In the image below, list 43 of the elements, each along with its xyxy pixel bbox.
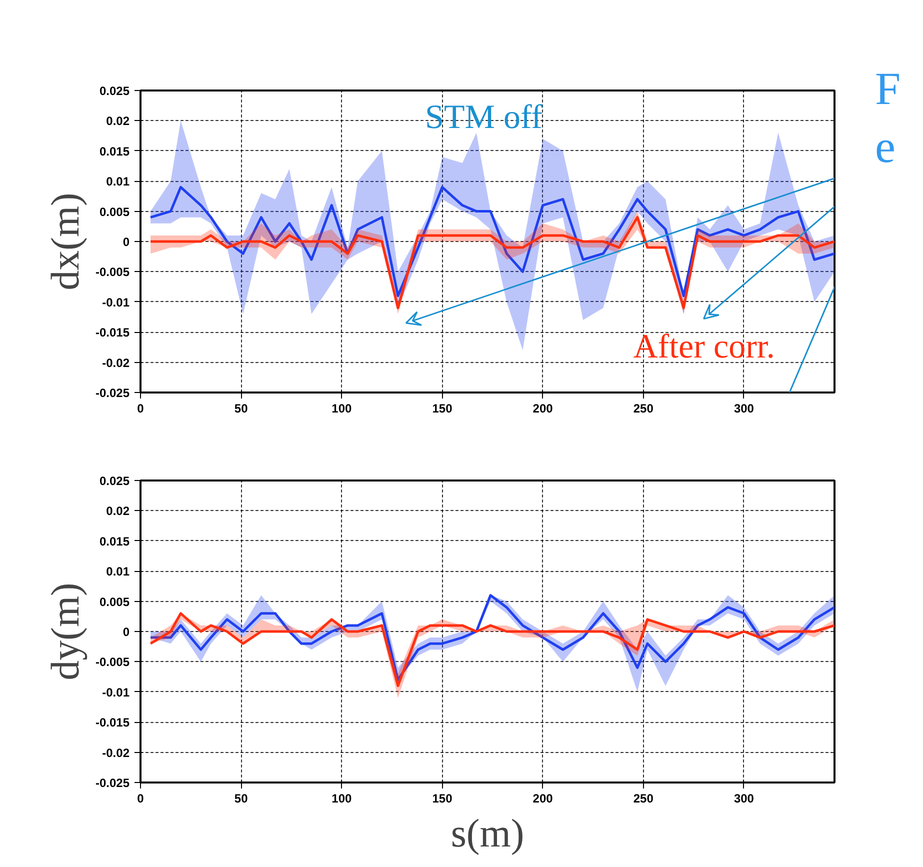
text: e	[875, 121, 896, 172]
y-tick-label: 0.01	[106, 174, 130, 189]
x-tick-label: 300	[734, 792, 754, 806]
y-tick-label: -0.02	[102, 746, 130, 760]
y-tick-label: 0	[122, 235, 130, 249]
x-axis-title: s(m)	[450, 810, 524, 856]
x-tick-label: 50	[234, 792, 248, 806]
y-tick-label: 0.005	[99, 204, 130, 219]
x-tick-label: 300	[734, 402, 754, 416]
x-tick-label: 50	[234, 402, 248, 416]
line-series	[149, 186, 834, 298]
y-axis-title: dx(m)	[42, 192, 88, 290]
x-tick-label: 100	[332, 402, 352, 416]
x-tick-label: 200	[532, 402, 554, 416]
y-tick-label: 0.025	[99, 84, 130, 98]
y-tick-label: -0.015	[95, 716, 130, 730]
x-tick-label: 250	[633, 402, 654, 416]
y-tick-label: -0.01	[102, 685, 130, 700]
y-tick-label: -0.025	[95, 386, 130, 400]
text: F	[875, 63, 901, 114]
y-tick-label: 0.01	[106, 564, 130, 579]
x-tick-label: 0	[137, 792, 144, 806]
y-tick-label: 0.005	[99, 594, 130, 609]
x-tick-label: 200	[532, 792, 554, 806]
y-axis-title: dy(m)	[42, 582, 88, 680]
x-tick-label: 100	[332, 792, 352, 806]
y-tick-label: 0	[122, 625, 130, 639]
y-tick-label: 0.015	[99, 534, 130, 548]
y-tick-label: 0.02	[106, 504, 130, 518]
x-tick-label: 250	[633, 792, 654, 806]
y-tick-label: 0.025	[99, 474, 130, 488]
y-tick-label: -0.005	[95, 655, 130, 670]
y-tick-label: -0.025	[95, 776, 130, 790]
y-tick-label: 0.02	[106, 114, 130, 128]
y-tick-label: 0.015	[99, 144, 130, 158]
y-tick-label: -0.005	[95, 265, 130, 280]
y-tick-label: -0.015	[95, 326, 130, 340]
x-tick-label: 0	[137, 402, 144, 416]
annotation: After corr.	[633, 328, 775, 366]
x-tick-label: 150	[432, 402, 453, 416]
x-tick-label: 150	[432, 792, 453, 806]
y-tick-label: -0.01	[102, 295, 130, 310]
y-tick-label: -0.02	[102, 356, 130, 370]
